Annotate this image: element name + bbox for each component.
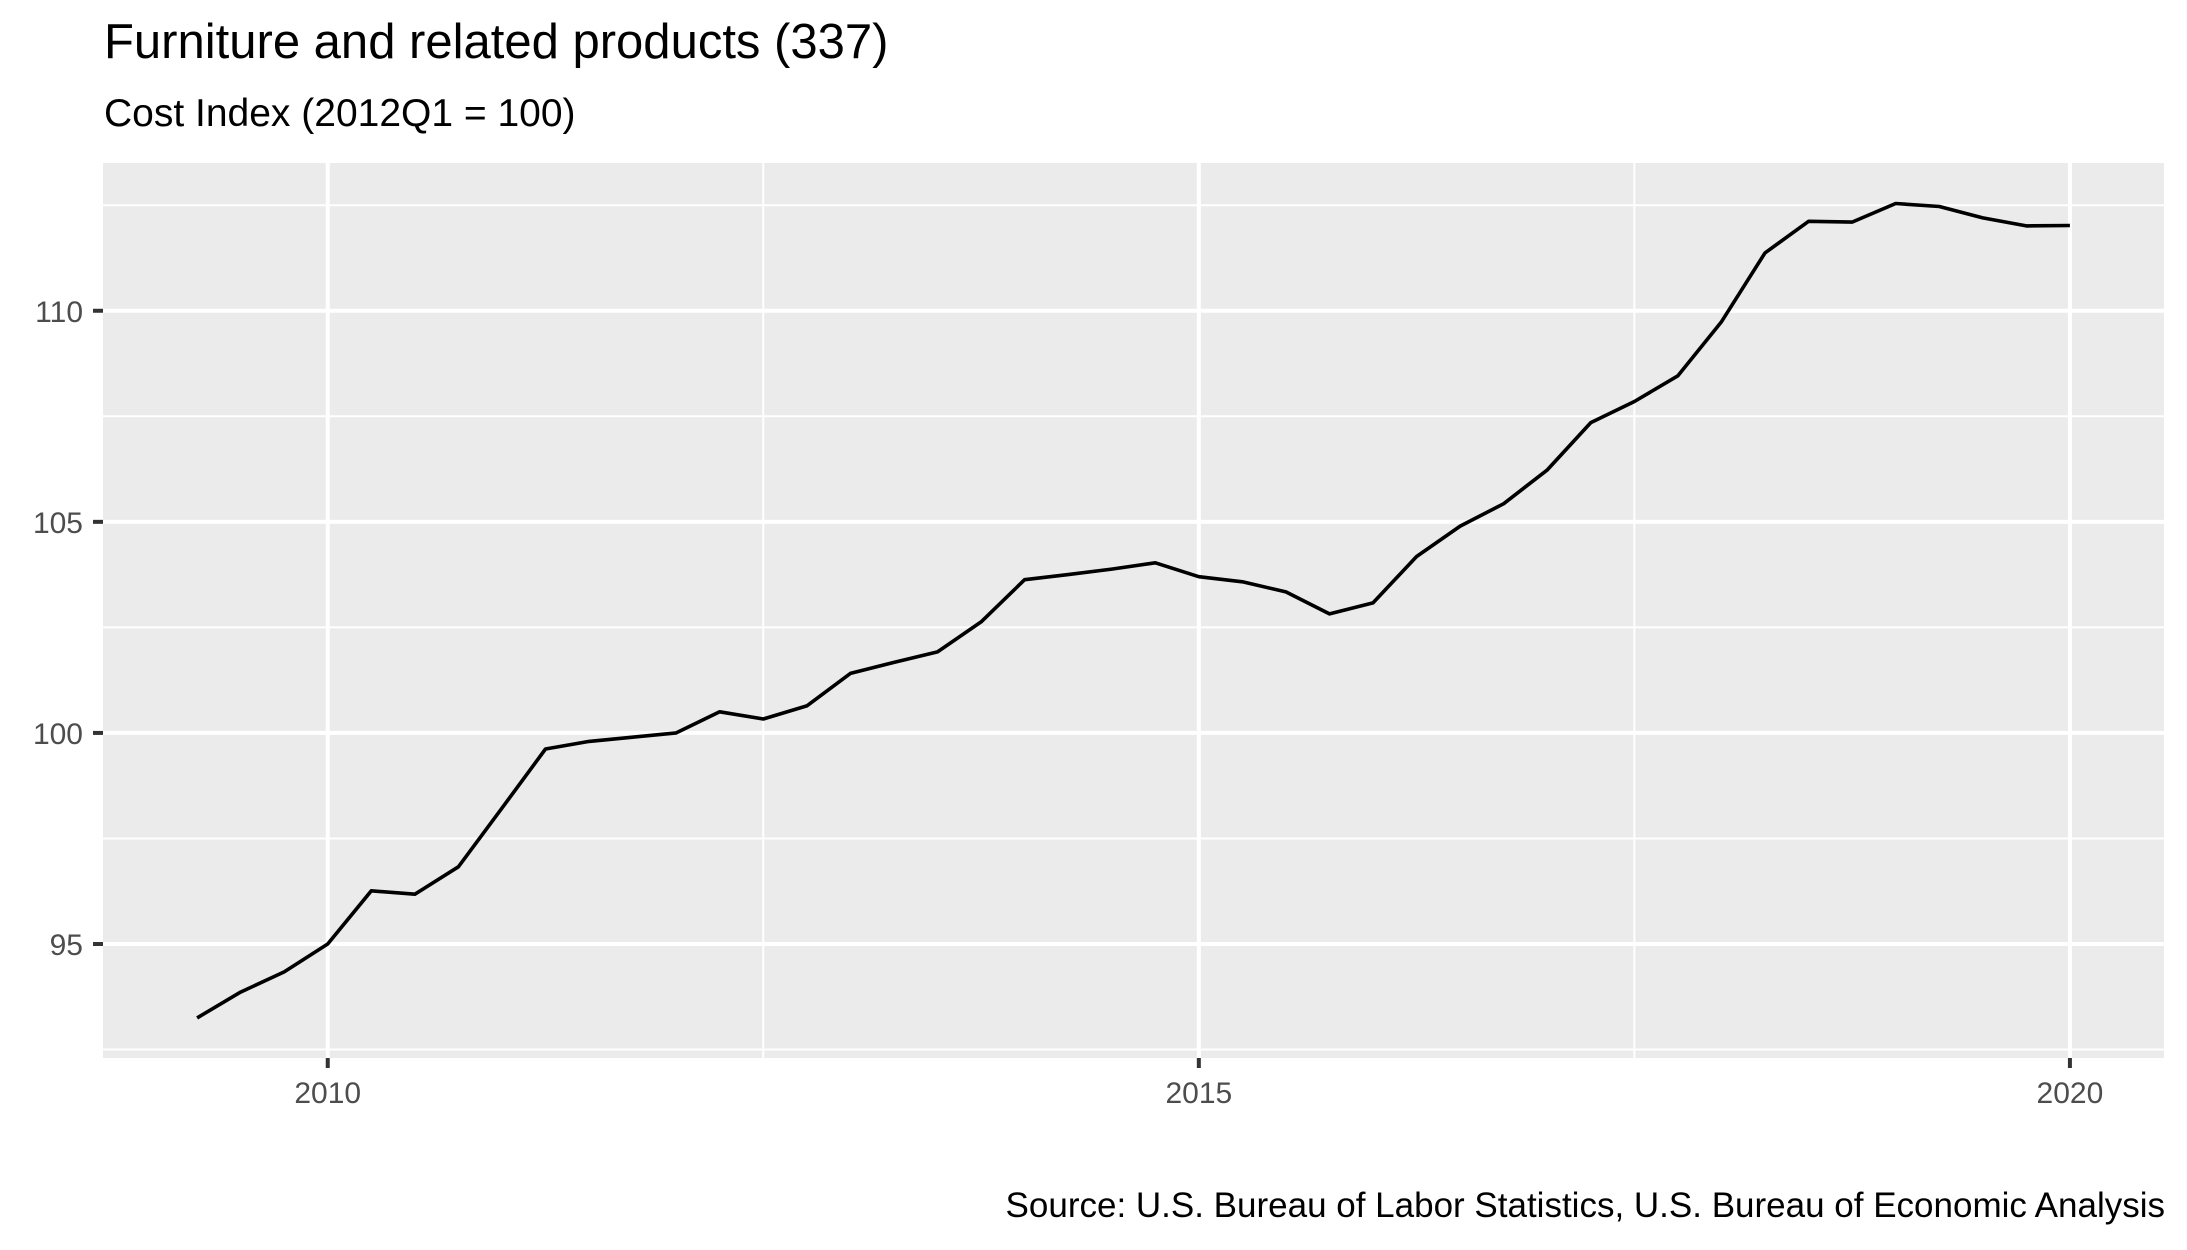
x-tick-label: 2015 (1165, 1077, 1232, 1110)
y-tick-label: 95 (50, 929, 83, 962)
major-gridlines (103, 163, 2164, 1058)
chart-subtitle: Cost Index (2012Q1 = 100) (104, 92, 576, 135)
y-tick-label: 110 (35, 296, 83, 329)
axis-tick-labels: 95 100 105 110 2010 2015 2020 (33, 296, 2103, 1110)
series-layer (196, 201, 2070, 1020)
axis-ticks (93, 308, 2072, 1068)
x-tick-label: 2010 (294, 1077, 361, 1110)
series-line (196, 201, 2070, 1020)
chart-title: Furniture and related products (337) (104, 15, 889, 69)
y-tick-label: 100 (33, 718, 83, 751)
x-tick-label: 2020 (2037, 1077, 2104, 1110)
source-caption: Source: U.S. Bureau of Labor Statistics,… (1005, 1186, 2165, 1225)
plot-panel (103, 163, 2164, 1058)
y-tick-label: 105 (33, 507, 83, 540)
